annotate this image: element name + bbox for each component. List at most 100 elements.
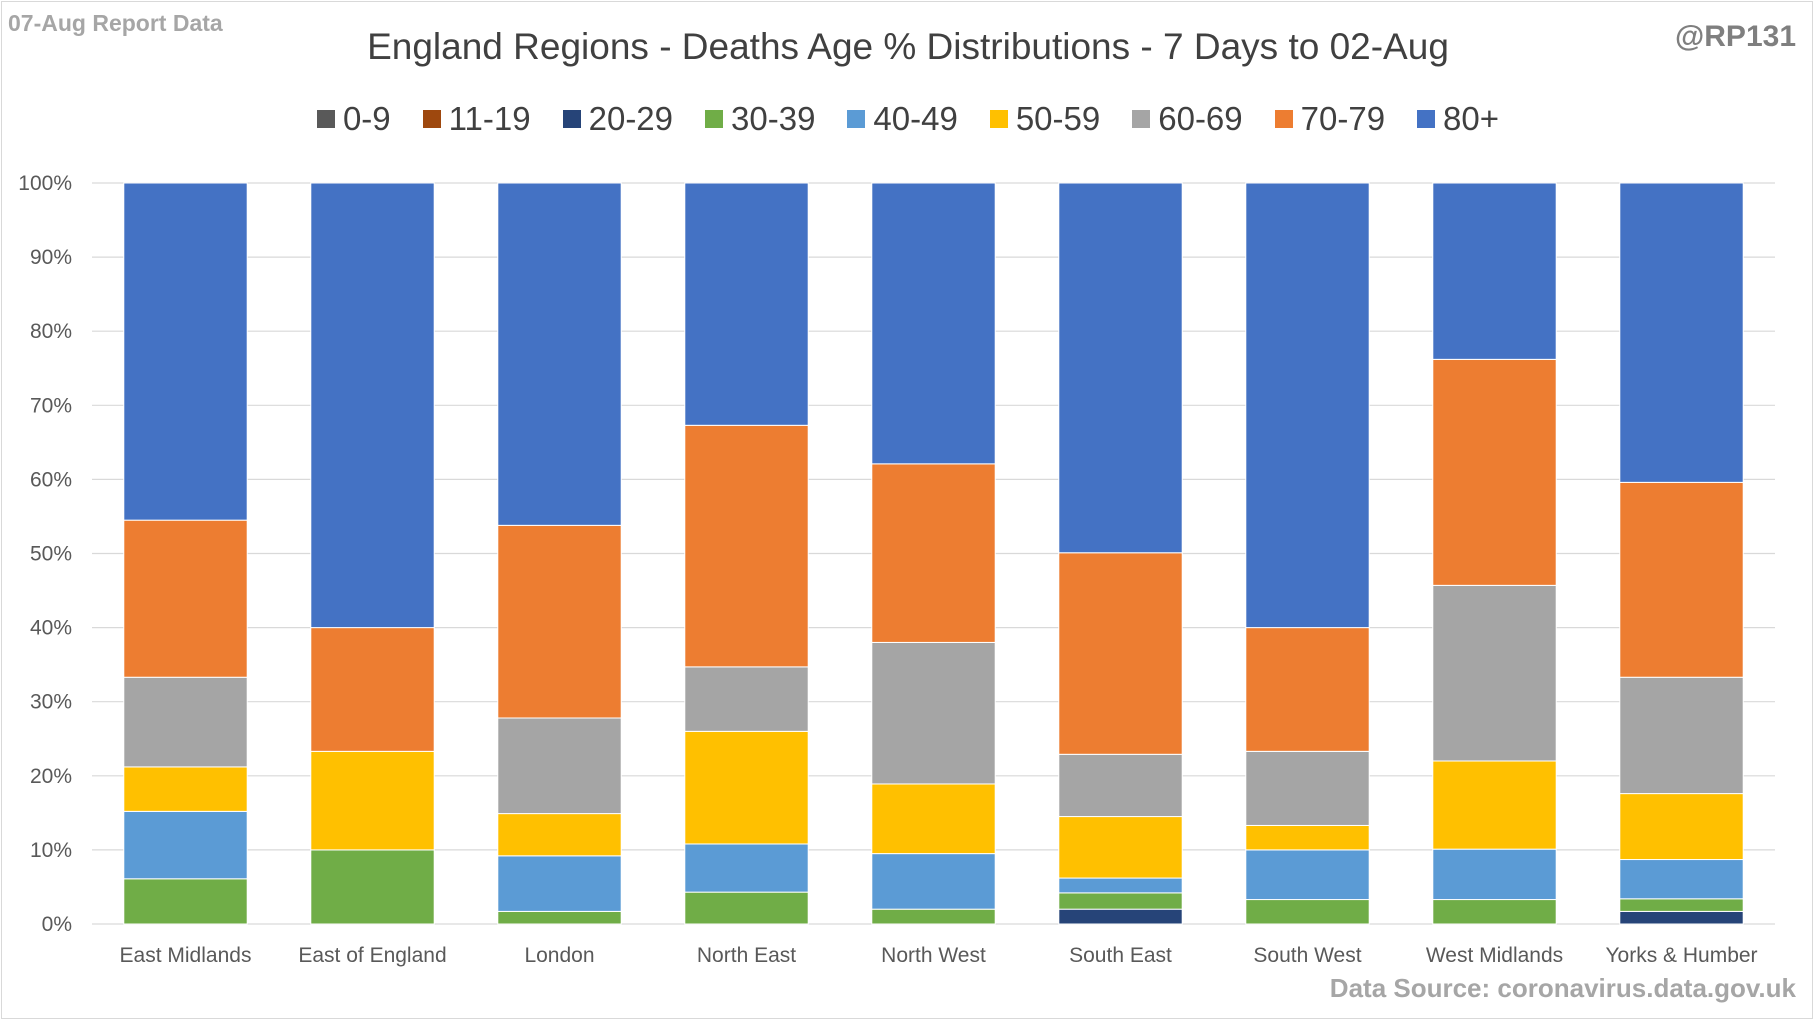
legend-item: 0-9	[316, 100, 391, 138]
bar-segment	[1245, 899, 1370, 925]
legend-label: 0-9	[342, 100, 391, 137]
bar-segment	[684, 666, 809, 732]
data-source-note: Data Source: coronavirus.data.gov.uk	[1329, 973, 1796, 1003]
y-tick-label: 0%	[42, 913, 72, 936]
legend-item: 30-39	[705, 100, 815, 138]
bar-segment	[1432, 584, 1557, 762]
legend-swatch	[562, 110, 581, 128]
legend-swatch	[705, 110, 724, 128]
bar-segment	[871, 463, 996, 643]
bar-segment	[497, 524, 622, 719]
bar-segment	[310, 182, 435, 629]
legend-item: 20-29	[562, 100, 674, 138]
chart-title: England Regions - Deaths Age % Distribut…	[367, 26, 1449, 67]
y-tick-label: 90%	[30, 246, 72, 269]
legend-label: 70-79	[1300, 100, 1386, 137]
bar-segment	[497, 182, 622, 526]
y-tick-label: 60%	[30, 468, 72, 491]
bar-segment	[1058, 892, 1183, 910]
legend-label: 20-29	[588, 100, 674, 137]
x-tick-label: North West	[881, 944, 986, 967]
legend-label: 40-49	[873, 100, 958, 137]
bar-segment	[497, 910, 622, 925]
bar-segment	[1432, 899, 1557, 925]
x-tick-label: Yorks & Humber	[1605, 944, 1757, 967]
bar-segment	[1619, 676, 1744, 795]
bar-segment	[1058, 877, 1183, 894]
bar-segment	[1619, 898, 1744, 912]
bar-segment	[1619, 481, 1744, 678]
bar-segment	[1058, 552, 1183, 755]
bar-segment	[684, 843, 809, 893]
bar-segment	[310, 750, 435, 851]
y-tick-label: 100%	[18, 172, 72, 195]
bar-segment	[1245, 750, 1370, 826]
legend-swatch	[1274, 110, 1293, 128]
y-tick-label: 80%	[30, 320, 72, 343]
legend-swatch	[1417, 110, 1436, 128]
legend-label: 60-69	[1158, 100, 1243, 137]
legend-swatch	[316, 110, 335, 128]
x-tick-label: East of England	[298, 944, 446, 967]
x-tick-label: London	[524, 944, 594, 967]
legend-label: 80+	[1443, 100, 1500, 137]
x-tick-label: South East	[1069, 944, 1172, 967]
x-tick-label: East Midlands	[120, 944, 252, 967]
bar-segment	[1245, 849, 1370, 901]
bar-segment	[497, 717, 622, 815]
bar-segment	[1619, 793, 1744, 861]
bar-segment	[871, 182, 996, 465]
bar-segment	[871, 853, 996, 910]
bar-segment	[871, 641, 996, 785]
bar-segment	[1245, 824, 1370, 851]
bar-segment	[310, 627, 435, 752]
y-tick-label: 40%	[30, 617, 72, 640]
bar-segment	[684, 182, 809, 426]
bar-segment	[684, 730, 809, 845]
legend-swatch	[422, 110, 441, 128]
bar-segment	[1619, 910, 1744, 925]
legend-label: 50-59	[1015, 100, 1101, 137]
legend-item: 60-69	[1132, 100, 1243, 138]
legend-item: 50-59	[989, 100, 1101, 138]
bar-segment	[1619, 182, 1744, 483]
bar-segment	[1432, 848, 1557, 901]
x-tick-label: North East	[697, 944, 796, 967]
bar-segment	[497, 813, 622, 857]
bar-segment	[871, 783, 996, 855]
bar-segment	[1058, 182, 1183, 554]
bar-segment	[1245, 182, 1370, 629]
legend-item: 40-49	[847, 100, 958, 138]
legend-swatch	[989, 110, 1008, 128]
bar-segment	[1058, 908, 1183, 925]
bar-segment	[1245, 627, 1370, 752]
bar-segment	[684, 424, 809, 668]
bar-segment	[123, 676, 248, 768]
y-tick-label: 70%	[30, 394, 72, 417]
bar-segment	[497, 855, 622, 912]
x-tick-label: West Midlands	[1426, 944, 1563, 967]
bar-segment	[123, 878, 248, 925]
bar-segment	[871, 908, 996, 925]
bar-segment	[1619, 859, 1744, 900]
bar-segment	[1432, 358, 1557, 586]
legend-item: 70-79	[1274, 100, 1386, 138]
legend-swatch	[1132, 110, 1151, 128]
bar-segment	[684, 891, 809, 925]
chart-legend: 0-9 11-19 20-29 30-39 40-49 50-59 60-69 70-79 80…	[0, 100, 1816, 138]
bar-segment	[1058, 816, 1183, 879]
legend-label: 11-19	[448, 100, 531, 137]
bar-segment	[123, 182, 248, 521]
bar-segment	[123, 810, 248, 880]
legend-label: 30-39	[731, 100, 816, 137]
x-tick-label: South West	[1253, 944, 1361, 967]
bar-segment	[310, 849, 435, 925]
bar-segment	[1432, 760, 1557, 850]
bar-segment	[123, 519, 248, 678]
author-handle: @RP131	[1675, 20, 1796, 53]
bar-segment	[1058, 753, 1183, 818]
bar-segment	[123, 766, 248, 812]
legend-item: 11-19	[422, 100, 531, 138]
